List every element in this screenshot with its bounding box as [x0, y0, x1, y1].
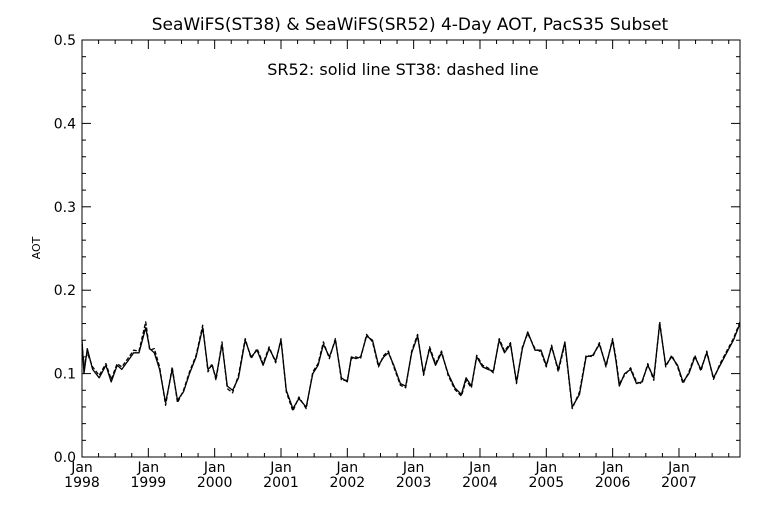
x-tick-year-label: 2001 [263, 475, 299, 491]
x-tick-month-label: Jan [402, 460, 425, 476]
chart-title: SeaWiFS(ST38) & SeaWiFS(SR52) 4-Day AOT,… [152, 15, 669, 35]
y-tick-label: 0.1 [54, 367, 76, 383]
x-tick-month-label: Jan [336, 460, 359, 476]
x-tick-year-label: 1998 [64, 475, 100, 491]
series-line-st38 [81, 321, 741, 412]
x-tick-month-label: Jan [667, 460, 690, 476]
x-tick-year-label: 1999 [131, 475, 167, 491]
y-tick-label: 0.5 [54, 33, 76, 49]
x-tick-year-label: 2002 [330, 475, 366, 491]
plot-series [81, 321, 741, 412]
x-tick-year-label: 2005 [528, 475, 564, 491]
series-annotation: SR52: solid line ST38: dashed line [267, 60, 539, 79]
x-tick-month-label: Jan [203, 460, 226, 476]
y-tick-label: 0.0 [54, 450, 76, 466]
x-tick-month-label: Jan [70, 460, 93, 476]
y-axis-ticks: 0.0 0.1 0.2 0.3 0.4 0.5 [54, 33, 740, 466]
x-tick-year-label: 2003 [396, 475, 432, 491]
y-tick-label: 0.4 [54, 116, 76, 132]
x-tick-year-label: 2000 [197, 475, 233, 491]
x-tick-year-label: 2007 [661, 475, 697, 491]
x-tick-month-label: Jan [535, 460, 558, 476]
x-tick-month-label: Jan [601, 460, 624, 476]
series-line-sr52 [81, 322, 741, 410]
x-tick-month-label: Jan [137, 460, 160, 476]
y-axis-label: AOT [30, 236, 43, 259]
x-tick-year-label: 2004 [462, 475, 498, 491]
x-tick-month-label: Jan [468, 460, 491, 476]
x-tick-month-label: Jan [269, 460, 292, 476]
x-tick-year-label: 2006 [595, 475, 631, 491]
y-tick-label: 0.3 [54, 200, 76, 216]
plot-frame [81, 39, 741, 458]
x-axis-ticks: Jan1998Jan1999Jan2000Jan2001Jan2002Jan20… [64, 40, 730, 491]
y-tick-label: 0.2 [54, 283, 76, 299]
